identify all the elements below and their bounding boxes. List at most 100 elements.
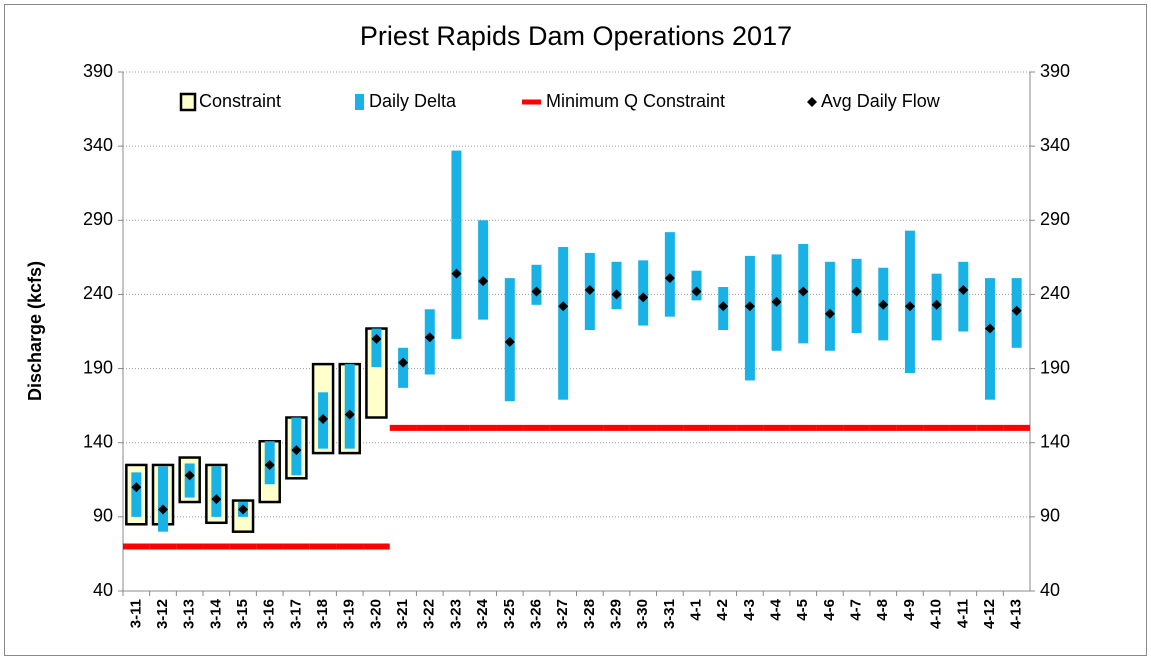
avg-flow-marker — [664, 273, 675, 284]
avg-flow-marker — [291, 445, 302, 456]
avg-flow-marker — [371, 333, 382, 344]
y-tick-label: 190 — [83, 357, 113, 377]
daily-delta-bar — [211, 466, 222, 517]
avg-flow-marker — [798, 286, 809, 297]
daily-delta-bar — [691, 270, 702, 301]
x-tick-label: 4-2 — [714, 599, 731, 621]
y-tick-label: 240 — [83, 283, 113, 303]
x-tick-label: 4-6 — [821, 599, 838, 621]
y-tick-label: 40 — [93, 580, 113, 600]
avg-flow-marker — [851, 286, 862, 297]
y2-tick-label: 140 — [1040, 431, 1070, 451]
daily-delta-bar — [451, 150, 462, 339]
avg-flow-marker — [1011, 305, 1022, 316]
avg-flow-marker — [318, 413, 329, 424]
x-tick-label: 3-31 — [661, 599, 678, 629]
x-tick-label: 4-11 — [954, 599, 971, 628]
x-tick-label: 4-7 — [848, 599, 865, 621]
daily-delta-bar — [824, 261, 835, 351]
avg-flow-marker — [558, 301, 569, 312]
avg-flow-marker — [904, 301, 915, 312]
x-tick-label: 3-12 — [154, 599, 171, 629]
daily-delta-bar — [531, 264, 542, 305]
x-tick-label: 3-25 — [501, 599, 518, 629]
avg-flow-marker — [211, 494, 222, 505]
y-tick-label: 390 — [83, 61, 113, 81]
avg-flow-marker — [531, 286, 542, 297]
legend-swatch — [807, 97, 817, 107]
x-tick-label: 3-27 — [554, 599, 571, 629]
x-tick-label: 3-23 — [447, 599, 464, 629]
avg-flow-marker — [184, 470, 195, 481]
avg-flow-marker — [878, 299, 889, 310]
avg-flow-marker — [451, 268, 462, 279]
legend-swatch — [179, 92, 197, 112]
x-tick-label: 4-4 — [768, 598, 785, 620]
y2-tick-label: 390 — [1040, 61, 1070, 81]
x-tick-label: 4-8 — [874, 599, 891, 621]
avg-flow-marker — [638, 292, 649, 303]
x-tick-label: 3-16 — [261, 599, 278, 629]
daily-delta-bar — [344, 364, 355, 449]
avg-flow-marker — [984, 323, 995, 334]
avg-flow-marker — [264, 459, 275, 470]
avg-flow-marker — [824, 308, 835, 319]
avg-flow-marker — [611, 289, 622, 300]
avg-flow-marker — [158, 504, 169, 515]
avg-flow-marker — [931, 299, 942, 310]
y-tick-label: 90 — [93, 506, 113, 526]
y2-tick-label: 240 — [1040, 283, 1070, 303]
x-tick-label: 4-13 — [1008, 599, 1025, 629]
avg-flow-marker — [584, 284, 595, 295]
avg-flow-marker — [744, 301, 755, 312]
legend-label: Avg Daily Flow — [821, 91, 941, 111]
x-tick-label: 3-21 — [394, 599, 411, 629]
y2-tick-label: 290 — [1040, 209, 1070, 229]
avg-flow-marker — [504, 336, 515, 347]
x-tick-label: 3-15 — [234, 599, 251, 629]
y2-tick-label: 40 — [1040, 580, 1060, 600]
daily-delta-bar — [184, 463, 195, 498]
daily-delta-bar — [478, 220, 489, 320]
x-tick-label: 3-11 — [127, 599, 144, 628]
x-tick-label: 3-22 — [421, 599, 438, 629]
avg-flow-marker — [691, 286, 702, 297]
daily-delta-bar — [558, 246, 569, 400]
avg-flow-marker — [478, 276, 489, 287]
daily-delta-bar — [744, 255, 755, 381]
daily-delta-bar — [398, 347, 409, 388]
x-tick-label: 4-12 — [981, 599, 998, 629]
x-tick-label: 3-18 — [314, 599, 331, 629]
x-tick-label: 3-14 — [207, 598, 224, 629]
x-tick-label: 3-20 — [367, 599, 384, 629]
x-tick-label: 4-1 — [688, 599, 705, 621]
avg-flow-marker — [718, 301, 729, 312]
avg-flow-marker — [238, 504, 249, 515]
avg-flow-marker — [771, 296, 782, 307]
x-tick-label: 4-9 — [901, 599, 918, 621]
x-tick-label: 3-19 — [341, 599, 358, 629]
y-tick-label: 340 — [83, 135, 113, 155]
x-tick-label: 4-10 — [928, 599, 945, 629]
y2-tick-label: 340 — [1040, 135, 1070, 155]
x-tick-label: 3-24 — [474, 598, 491, 629]
legend-label: Daily Delta — [369, 91, 457, 111]
chart-title: Priest Rapids Dam Operations 2017 — [360, 21, 792, 51]
y-tick-label: 140 — [83, 431, 113, 451]
daily-delta-bar — [611, 261, 622, 310]
y-tick-label: 290 — [83, 209, 113, 229]
daily-delta-bar — [984, 278, 995, 400]
avg-flow-marker — [958, 284, 969, 295]
avg-flow-marker — [131, 482, 142, 493]
legend-swatch — [355, 94, 364, 110]
daily-delta-bar — [958, 261, 969, 332]
x-tick-label: 4-3 — [741, 599, 758, 621]
y2-tick-label: 90 — [1040, 506, 1060, 526]
x-tick-label: 3-28 — [581, 599, 598, 629]
x-tick-label: 3-30 — [634, 599, 651, 629]
y2-tick-label: 190 — [1040, 357, 1070, 377]
daily-delta-bar — [158, 466, 169, 532]
x-tick-label: 3-13 — [181, 599, 198, 629]
